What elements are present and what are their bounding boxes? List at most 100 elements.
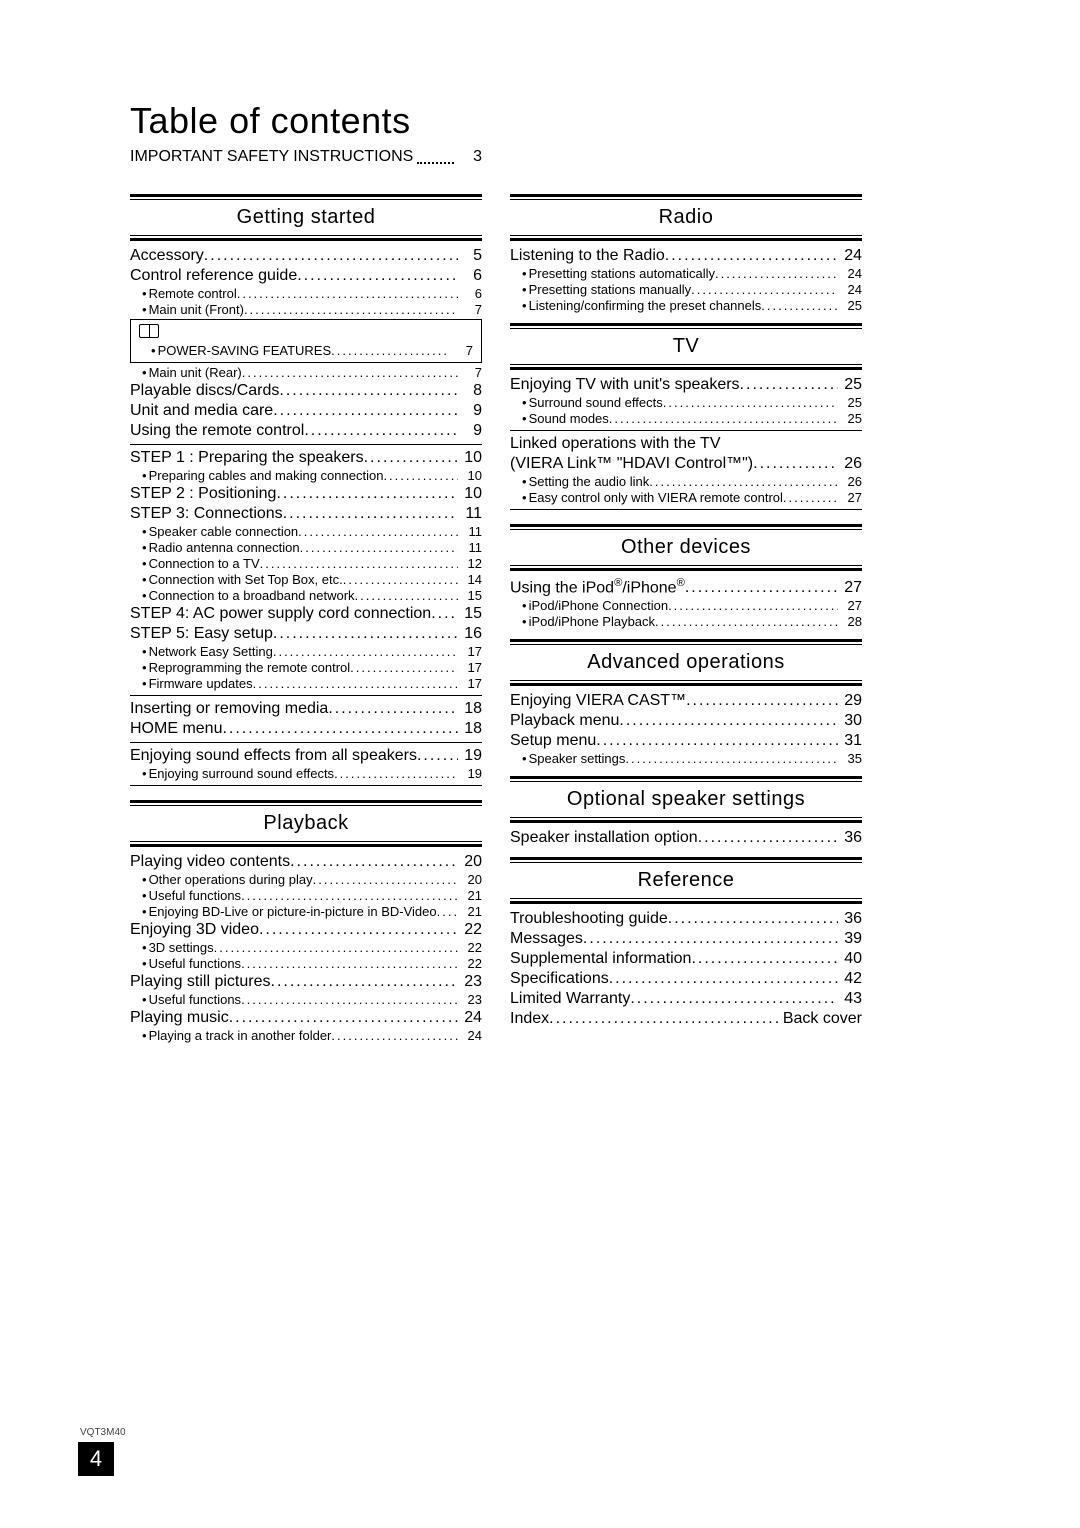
toc-entry: STEP 3: Connections.....................… bbox=[130, 505, 482, 523]
leader-dots: ........................................… bbox=[753, 455, 838, 473]
entry-label: STEP 5: Easy setup bbox=[130, 625, 273, 643]
bullet-icon: • bbox=[522, 474, 527, 489]
entry-label: Other operations during play bbox=[149, 872, 313, 887]
entry-page: 16 bbox=[462, 625, 482, 643]
bullet-icon: • bbox=[142, 1028, 147, 1043]
important-safety-page: 3 bbox=[462, 148, 482, 168]
page-number: 4 bbox=[78, 1442, 114, 1476]
entry-page: 40 bbox=[842, 950, 862, 968]
toc-subentry: •Enjoying surround sound effects........… bbox=[130, 766, 482, 781]
leader-dots: ........................................… bbox=[260, 556, 458, 571]
entry-page: 7 bbox=[462, 365, 482, 380]
leader-dots: ........................................… bbox=[383, 468, 458, 483]
toc-entry: Using the remote control................… bbox=[130, 422, 482, 440]
toc-columns: Getting started Accessory...............… bbox=[130, 184, 920, 1043]
entry-label: Troubleshooting guide bbox=[510, 910, 668, 928]
leader-dots: ........................................… bbox=[241, 956, 458, 971]
leader-dots: ........................................… bbox=[343, 572, 458, 587]
leader-dots: ........................................… bbox=[630, 990, 838, 1008]
leader-dots: ........................................… bbox=[549, 1010, 779, 1028]
toc-subentry: •Connection to a TV.....................… bbox=[130, 556, 482, 571]
bullet-icon: • bbox=[142, 524, 147, 539]
entry-page: 22 bbox=[462, 956, 482, 971]
entry-page: 17 bbox=[462, 660, 482, 675]
entry-label: Unit and media care bbox=[130, 402, 273, 420]
entry-label: Playback menu bbox=[510, 712, 619, 730]
toc-subentry: •Enjoying BD-Live or picture-in-picture … bbox=[130, 904, 482, 919]
left-column: Getting started Accessory...............… bbox=[130, 184, 482, 1043]
entry-page: 24 bbox=[842, 247, 862, 265]
entry-page: 14 bbox=[462, 572, 482, 587]
entry-label: Setup menu bbox=[510, 732, 596, 750]
entry-page: 42 bbox=[842, 970, 862, 988]
bullet-icon: • bbox=[522, 490, 527, 505]
entry-page: 25 bbox=[842, 395, 862, 410]
entry-page: 7 bbox=[453, 343, 473, 358]
entry-page: 8 bbox=[462, 382, 482, 400]
leader-dots: ........................................… bbox=[655, 614, 838, 629]
divider-line bbox=[130, 785, 482, 786]
toc-section: Getting started Accessory...............… bbox=[130, 194, 482, 790]
toc-subentry: •Radio antenna connection...............… bbox=[130, 540, 482, 555]
entry-page: 9 bbox=[462, 402, 482, 420]
leader-dots: ........................................… bbox=[619, 712, 838, 730]
entry-page: 30 bbox=[842, 712, 862, 730]
entry-label: POWER-SAVING FEATURES bbox=[158, 343, 332, 358]
divider-line bbox=[510, 509, 862, 510]
leader-dots: ........................................… bbox=[783, 490, 838, 505]
entry-label: STEP 4: AC power supply cord connection bbox=[130, 605, 431, 623]
leader-dots: ........................................… bbox=[334, 766, 458, 781]
leader-dots: ........................................… bbox=[214, 940, 458, 955]
leader-dots: ........................................… bbox=[686, 692, 838, 710]
leader-dots: ........................................… bbox=[290, 853, 458, 871]
toc-entry: Enjoying 3D video.......................… bbox=[130, 921, 482, 939]
toc-subentry: •iPod/iPhone Connection.................… bbox=[510, 598, 862, 613]
entry-label: Remote control bbox=[149, 286, 237, 301]
divider-line bbox=[130, 695, 482, 696]
entry-label: Listening/confirming the preset channels bbox=[529, 298, 762, 313]
entry-page: 24 bbox=[842, 282, 862, 297]
entry-page: 10 bbox=[462, 485, 482, 503]
toc-subentry: •Easy control only with VIERA remote con… bbox=[510, 490, 862, 505]
important-safety-entry: IMPORTANT SAFETY INSTRUCTIONS 3 bbox=[130, 148, 482, 168]
entry-page: 12 bbox=[462, 556, 482, 571]
entry-label: Using the remote control bbox=[130, 422, 304, 440]
entry-page: 24 bbox=[462, 1009, 482, 1027]
toc-entry: Unit and media care.....................… bbox=[130, 402, 482, 420]
leader-dots: ........................................… bbox=[437, 904, 458, 919]
entry-label: Useful functions bbox=[149, 992, 242, 1007]
entry-page: 36 bbox=[842, 829, 862, 847]
section-title: Getting started bbox=[130, 206, 482, 229]
entry-label: Specifications bbox=[510, 970, 609, 988]
toc-subentry: •Network Easy Setting...................… bbox=[130, 644, 482, 659]
leader-dots: ........................................… bbox=[237, 286, 458, 301]
toc-subentry: •Remote control.........................… bbox=[130, 286, 482, 301]
toc-subentry: •Connection to a broadband network......… bbox=[130, 588, 482, 603]
leader-dots bbox=[417, 148, 454, 164]
bullet-icon: • bbox=[142, 556, 147, 571]
bullet-icon: • bbox=[142, 940, 147, 955]
bullet-icon: • bbox=[142, 660, 147, 675]
leader-dots: ........................................… bbox=[417, 747, 458, 765]
toc-subentry: •Presetting stations manually...........… bbox=[510, 282, 862, 297]
entry-label: STEP 2 : Positioning bbox=[130, 485, 276, 503]
leader-dots: ........................................… bbox=[253, 676, 458, 691]
entry-page: 25 bbox=[842, 298, 862, 313]
toc-entry: Playable discs/Cards....................… bbox=[130, 382, 482, 400]
entry-label: (VIERA Link™ "HDAVI Control™") bbox=[510, 455, 753, 473]
leader-dots: ........................................… bbox=[609, 970, 838, 988]
leader-dots: ........................................… bbox=[761, 298, 838, 313]
entry-label: Using the iPod®/iPhone® bbox=[510, 577, 685, 597]
entry-page: 19 bbox=[462, 747, 482, 765]
entry-label: iPod/iPhone Playback bbox=[529, 614, 655, 629]
entry-page: 15 bbox=[462, 605, 482, 623]
toc-section: Radio Listening to the Radio............… bbox=[510, 194, 862, 313]
entry-label: Enjoying BD-Live or picture-in-picture i… bbox=[149, 904, 437, 919]
toc-section: Optional speaker settings Speaker instal… bbox=[510, 776, 862, 847]
entry-page: 39 bbox=[842, 930, 862, 948]
toc-subentry: •POWER-SAVING FEATURES..................… bbox=[139, 343, 473, 358]
entry-page: 25 bbox=[842, 376, 862, 394]
toc-subentry: •Setting the audio link.................… bbox=[510, 474, 862, 489]
entry-page: 35 bbox=[842, 751, 862, 766]
toc-section: Reference Troubleshooting guide.........… bbox=[510, 857, 862, 1028]
